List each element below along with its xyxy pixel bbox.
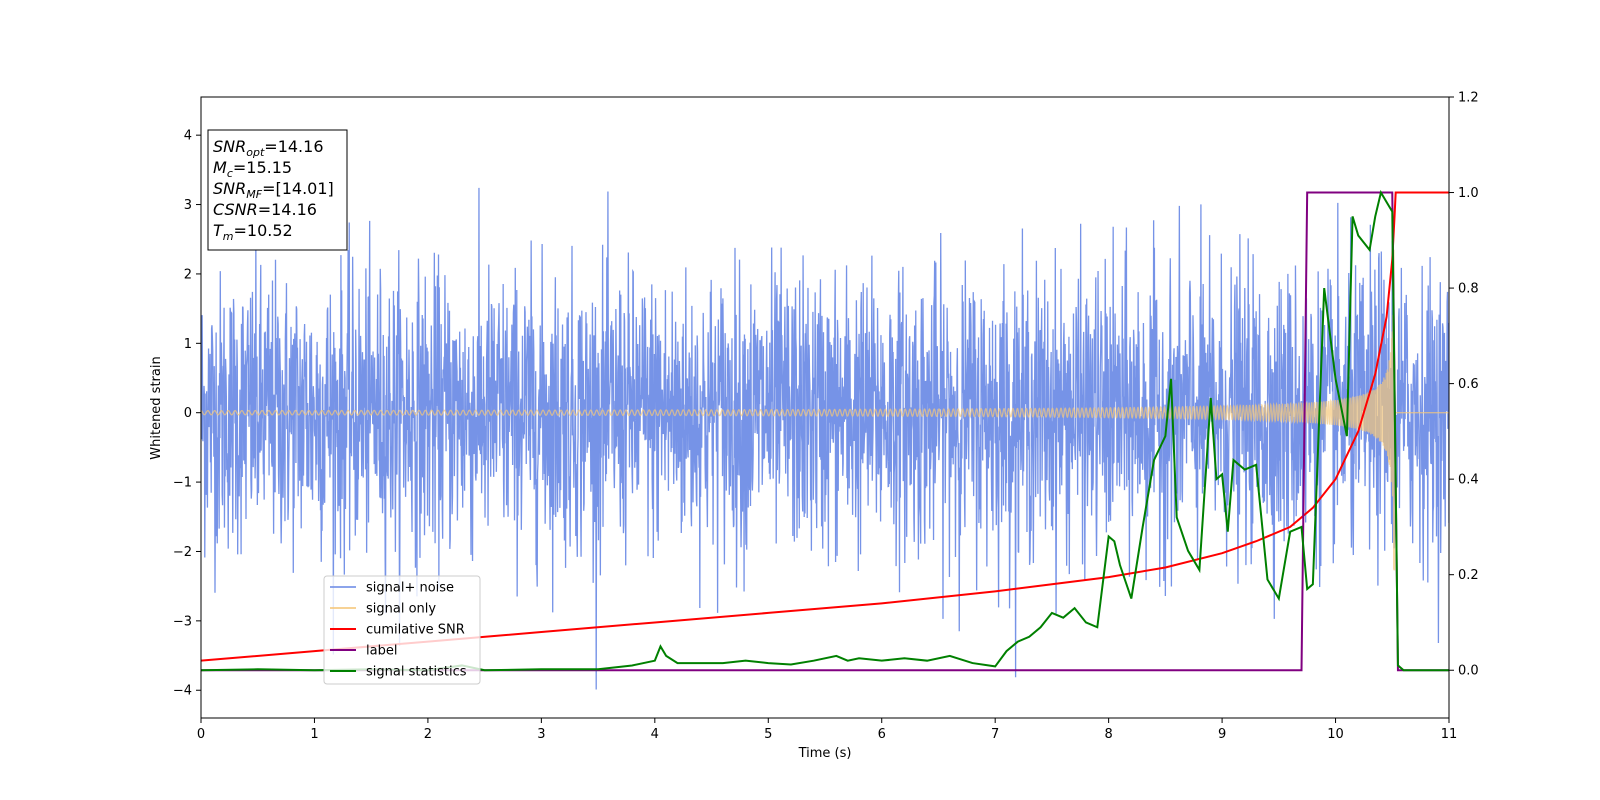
info-lines: SNRopt=14.16Mc=15.15SNRMF=[14.01]CSNR=14…: [213, 137, 334, 243]
y-right-tick-label: 0.4: [1458, 473, 1479, 488]
x-tick-label: 6: [878, 727, 886, 742]
y-left-tick-label: 4: [184, 129, 192, 144]
info-line: Mc=15.15: [213, 158, 292, 180]
x-tick-label: 2: [424, 727, 432, 742]
info-value: =10.52: [234, 221, 293, 240]
info-subscript: m: [223, 230, 234, 243]
legend-label: cumilative SNR: [366, 623, 465, 638]
legend-label: signal only: [366, 602, 436, 617]
info-line: CSNR=14.16: [213, 200, 317, 219]
y-left-tick-label: −2: [173, 545, 192, 560]
x-tick-label: 7: [991, 727, 999, 742]
series-group: [201, 187, 1449, 690]
info-symbol: M: [213, 158, 227, 177]
info-symbol: SNR: [213, 179, 246, 198]
plot-frame: [200, 96, 1450, 719]
x-tick-label: 10: [1327, 727, 1344, 742]
legend-label: signal+ noise: [366, 581, 454, 596]
info-line: SNRopt=14.16: [213, 137, 324, 159]
x-axis-label: Time (s): [798, 746, 852, 761]
plot-layer: [201, 187, 1449, 690]
x-tick-label: 1: [310, 727, 318, 742]
x-tick-label: 0: [197, 727, 205, 742]
series-signal-statistics: [201, 189, 1449, 672]
info-line: SNRMF=[14.01]: [213, 179, 334, 201]
y-left-tick-label: 0: [184, 406, 192, 421]
y-left-tick-label: 2: [184, 267, 192, 282]
info-subscript: c: [227, 167, 233, 180]
x-tick-label: 8: [1104, 727, 1112, 742]
legend: signal+ noise signal only cumilative SNR la…: [323, 575, 481, 685]
info-symbol: SNR: [213, 137, 246, 156]
y-axis-label: Whitened strain: [149, 356, 164, 459]
y-right-tick-label: 0.8: [1458, 282, 1479, 297]
y-left-tick-label: 3: [184, 198, 192, 213]
y-left-tick-label: −4: [173, 684, 192, 699]
info-symbol: CSNR: [213, 200, 258, 219]
x-tick-label: 4: [651, 727, 659, 742]
info-value: =14.16: [264, 137, 323, 156]
info-value: =[14.01]: [262, 179, 334, 198]
y-right-tick-label: 0.0: [1458, 664, 1479, 679]
info-subscript: MF: [246, 188, 262, 201]
y-left-tick-label: −1: [173, 476, 192, 491]
info-value: =15.15: [233, 158, 292, 177]
series-cumulative-snr: [201, 191, 1449, 662]
axes-layer: 0 1 2 3 4 5 6 7 8 9 10 11 −4 −3 −2 −1 0 1 2 3 4 0.0 0.2 0.4 0.6 0…: [173, 91, 1479, 743]
y-left-tick-label: 1: [184, 337, 192, 352]
info-subscript: opt: [246, 146, 265, 159]
x-tick-label: 3: [537, 727, 545, 742]
x-tick-label: 9: [1218, 727, 1226, 742]
y-left-tick-label: −3: [173, 614, 192, 629]
info-box: SNRopt=14.16Mc=15.15SNRMF=[14.01]CSNR=14…: [207, 129, 348, 251]
y-right-tick-label: 1.2: [1458, 91, 1479, 106]
legend-items: signal+ noise signal only cumilative SNR la…: [330, 581, 467, 680]
info-line: Tm=10.52: [213, 221, 293, 243]
x-tick-label: 5: [764, 727, 772, 742]
y-right-tick-label: 0.6: [1458, 377, 1479, 392]
x-tick-label: 11: [1441, 727, 1458, 742]
info-value: =14.16: [258, 200, 317, 219]
legend-label: signal statistics: [366, 665, 467, 680]
y-right-tick-label: 1.0: [1458, 186, 1479, 201]
series-signal-only: [201, 249, 1449, 571]
y-right-tick-label: 0.2: [1458, 568, 1479, 583]
legend-frame: [323, 575, 481, 685]
info-box-frame: [207, 129, 348, 251]
legend-label: label: [366, 644, 397, 659]
info-symbol: T: [213, 221, 224, 240]
